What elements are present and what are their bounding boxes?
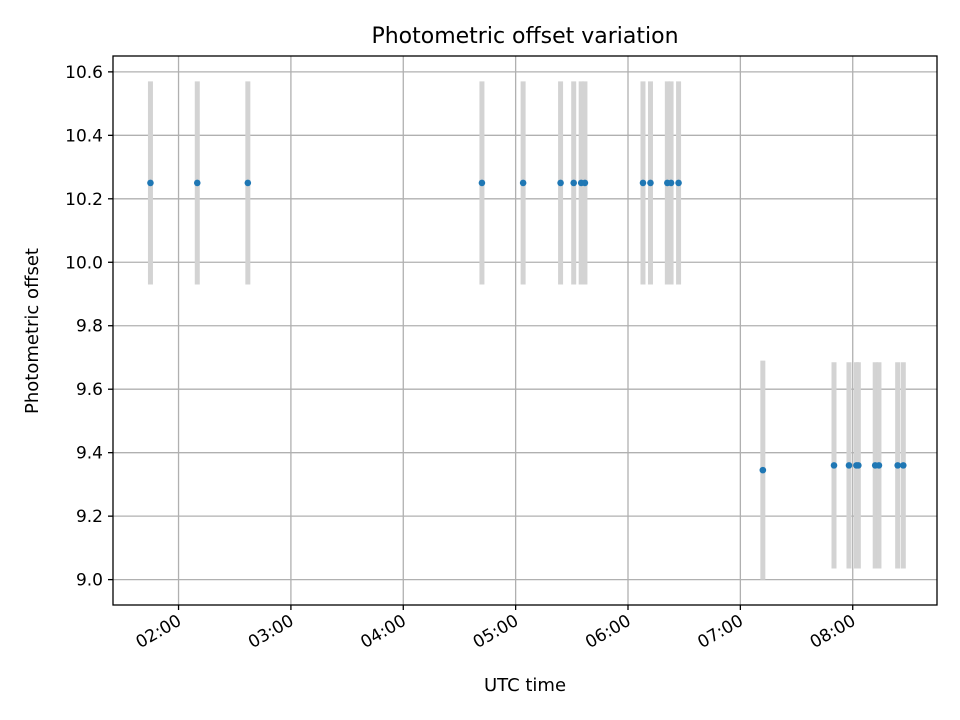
data-point bbox=[899, 462, 907, 469]
x-tick-label: 04:00 bbox=[357, 611, 409, 653]
y-axis-label: Photometric offset bbox=[22, 248, 43, 414]
y-tick-label: 9.4 bbox=[76, 444, 103, 464]
data-point bbox=[570, 179, 577, 187]
point-layer bbox=[147, 179, 907, 474]
data-point bbox=[557, 179, 564, 187]
chart-title: Photometric offset variation bbox=[371, 24, 678, 49]
x-tick-label: 07:00 bbox=[694, 611, 746, 653]
x-tick-label: 06:00 bbox=[582, 611, 634, 653]
y-tick-label: 10.2 bbox=[65, 190, 103, 210]
y-tick-label: 10.6 bbox=[65, 63, 103, 83]
data-point bbox=[845, 462, 853, 469]
errorbar-layer bbox=[147, 81, 906, 580]
x-axis-label: UTC time bbox=[484, 675, 566, 696]
data-point bbox=[478, 179, 486, 187]
y-tick-label: 10.4 bbox=[65, 126, 103, 146]
plot-frame bbox=[112, 55, 938, 606]
data-point bbox=[830, 462, 838, 469]
data-point bbox=[759, 466, 767, 474]
y-tick-label: 9.8 bbox=[76, 317, 103, 337]
data-point bbox=[667, 179, 675, 187]
x-tick-label: 08:00 bbox=[807, 611, 859, 653]
data-point bbox=[581, 179, 589, 187]
data-point bbox=[894, 462, 901, 469]
data-point bbox=[244, 179, 252, 187]
data-point bbox=[193, 179, 201, 187]
y-tick-label: 10.0 bbox=[65, 253, 103, 273]
data-point bbox=[147, 179, 154, 187]
x-tick-label: 05:00 bbox=[470, 611, 522, 653]
y-tick-label: 9.6 bbox=[76, 380, 103, 400]
data-point bbox=[519, 179, 527, 187]
y-tick-label: 9.0 bbox=[76, 571, 103, 591]
data-point bbox=[639, 179, 647, 187]
x-tick-label: 03:00 bbox=[245, 611, 297, 653]
data-point bbox=[875, 462, 883, 469]
x-tick-label: 02:00 bbox=[133, 611, 185, 653]
data-point bbox=[855, 462, 862, 469]
y-tick-label: 9.2 bbox=[76, 507, 103, 527]
data-point bbox=[647, 179, 654, 187]
data-point bbox=[675, 179, 682, 187]
